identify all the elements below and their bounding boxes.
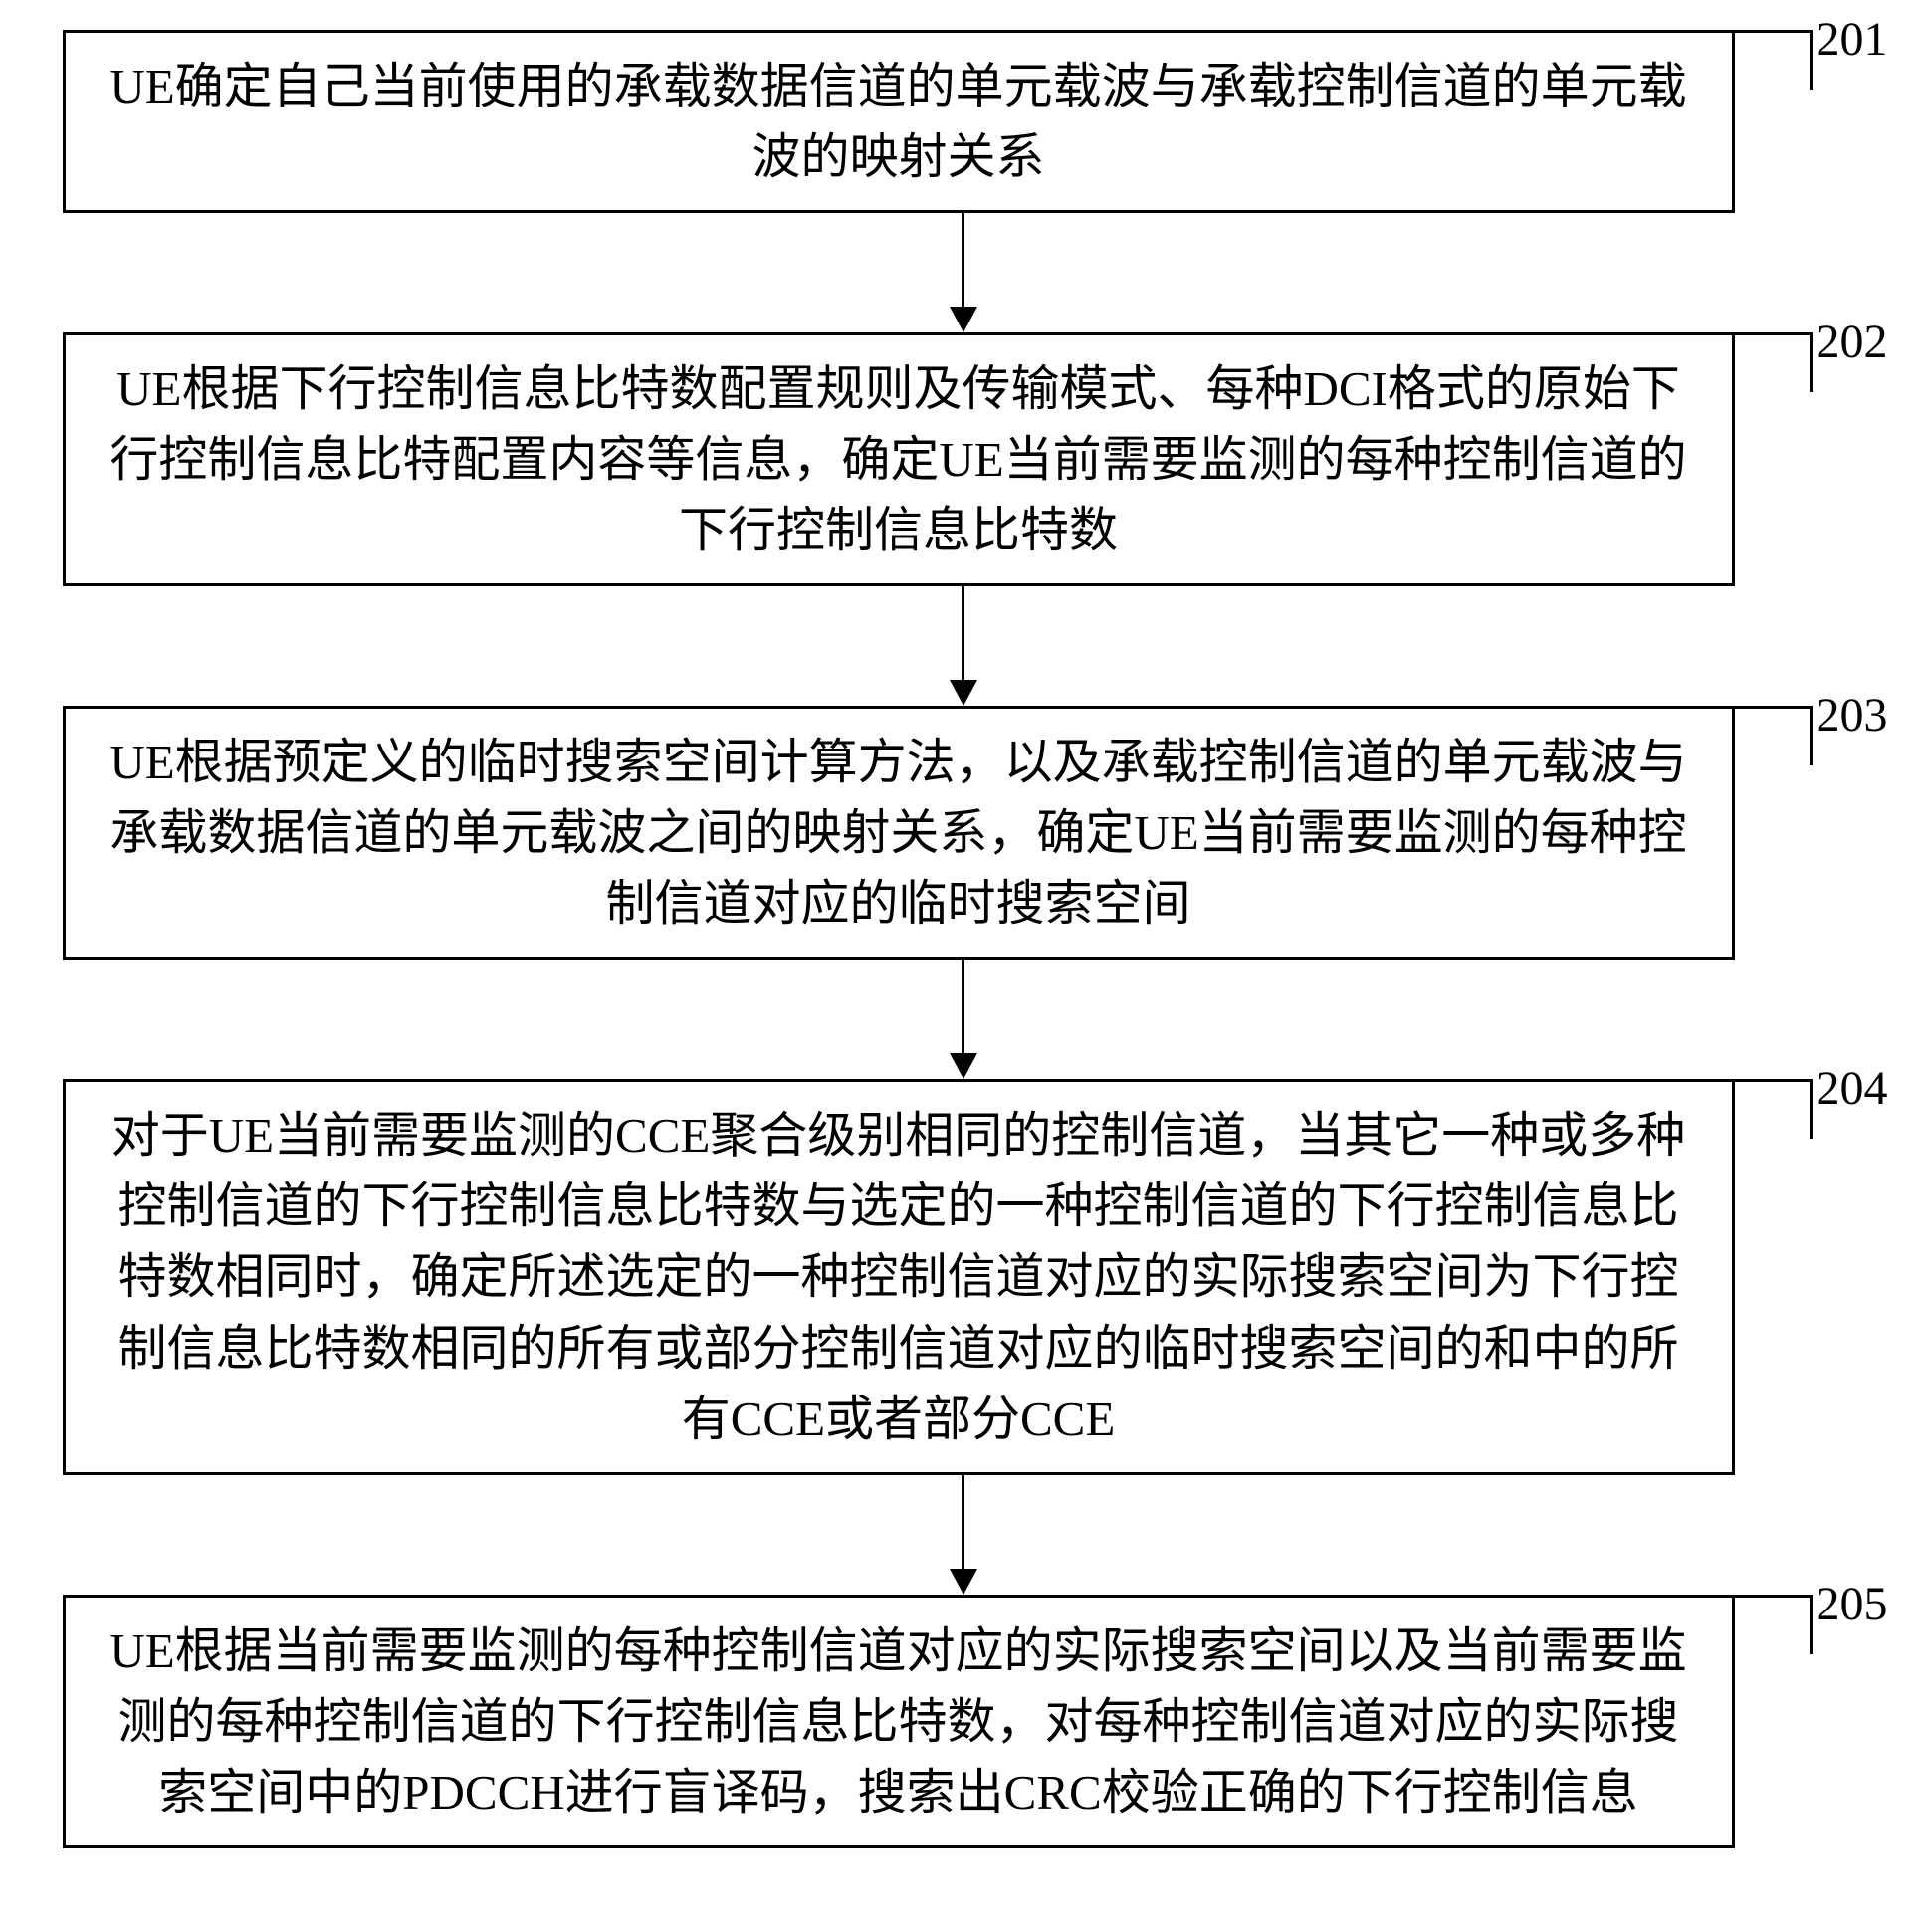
leader-line bbox=[1735, 1595, 1813, 1654]
step-row-201: UE确定自己当前使用的承载数据信道的单元载波与承载控制信道的单元载波的映射关系 … bbox=[60, 30, 1866, 213]
step-box-201: UE确定自己当前使用的承载数据信道的单元载波与承载控制信道的单元载波的映射关系 bbox=[63, 30, 1735, 213]
leader-line bbox=[1735, 30, 1813, 90]
label-container-201: 201 bbox=[1735, 30, 1864, 213]
arrow-shaft bbox=[962, 960, 964, 1053]
arrow-shaft bbox=[962, 586, 964, 680]
step-text: UE根据当前需要监测的每种控制信道对应的实际搜索空间以及当前需要监测的每种控制信… bbox=[106, 1615, 1692, 1827]
step-label: 201 bbox=[1817, 12, 1888, 67]
step-row-202: UE根据下行控制信息比特数配置规则及传输模式、每种DCI格式的原始下行控制信息比… bbox=[60, 332, 1866, 586]
arrow-head-icon bbox=[950, 1569, 977, 1595]
arrow-head-icon bbox=[950, 307, 977, 332]
label-container-202: 202 bbox=[1735, 332, 1864, 586]
arrow-2 bbox=[950, 586, 977, 706]
leader-line bbox=[1735, 1079, 1813, 1139]
label-container-204: 204 bbox=[1735, 1079, 1864, 1474]
step-box-205: UE根据当前需要监测的每种控制信道对应的实际搜索空间以及当前需要监测的每种控制信… bbox=[63, 1595, 1735, 1848]
step-row-204: 对于UE当前需要监测的CCE聚合级别相同的控制信道，当其它一种或多种控制信道的下… bbox=[60, 1079, 1866, 1474]
arrow-shaft bbox=[962, 213, 964, 307]
step-label: 204 bbox=[1817, 1061, 1888, 1116]
arrow-4 bbox=[950, 1475, 977, 1595]
step-row-205: UE根据当前需要监测的每种控制信道对应的实际搜索空间以及当前需要监测的每种控制信… bbox=[60, 1595, 1866, 1848]
leader-line bbox=[1735, 332, 1813, 392]
step-box-202: UE根据下行控制信息比特数配置规则及传输模式、每种DCI格式的原始下行控制信息比… bbox=[63, 332, 1735, 586]
step-label: 203 bbox=[1817, 688, 1888, 743]
arrow-head-icon bbox=[950, 1053, 977, 1079]
step-box-203: UE根据预定义的临时搜索空间计算方法，以及承载控制信道的单元载波与承载数据信道的… bbox=[63, 706, 1735, 960]
step-box-204: 对于UE当前需要监测的CCE聚合级别相同的控制信道，当其它一种或多种控制信道的下… bbox=[63, 1079, 1735, 1474]
step-text: 对于UE当前需要监测的CCE聚合级别相同的控制信道，当其它一种或多种控制信道的下… bbox=[106, 1100, 1692, 1453]
arrow-3 bbox=[950, 960, 977, 1079]
step-text: UE根据预定义的临时搜索空间计算方法，以及承载控制信道的单元载波与承载数据信道的… bbox=[106, 727, 1692, 939]
step-label: 202 bbox=[1817, 315, 1888, 369]
arrow-shaft bbox=[962, 1475, 964, 1569]
arrow-1 bbox=[950, 213, 977, 332]
flowchart-container: UE确定自己当前使用的承载数据信道的单元载波与承载控制信道的单元载波的映射关系 … bbox=[60, 30, 1866, 1848]
label-container-203: 203 bbox=[1735, 706, 1864, 960]
step-row-203: UE根据预定义的临时搜索空间计算方法，以及承载控制信道的单元载波与承载数据信道的… bbox=[60, 706, 1866, 960]
label-container-205: 205 bbox=[1735, 1595, 1864, 1848]
step-text: UE根据下行控制信息比特数配置规则及传输模式、每种DCI格式的原始下行控制信息比… bbox=[106, 353, 1692, 565]
step-text: UE确定自己当前使用的承载数据信道的单元载波与承载控制信道的单元载波的映射关系 bbox=[106, 51, 1692, 192]
arrow-head-icon bbox=[950, 680, 977, 706]
step-label: 205 bbox=[1817, 1577, 1888, 1631]
leader-line bbox=[1735, 706, 1813, 765]
